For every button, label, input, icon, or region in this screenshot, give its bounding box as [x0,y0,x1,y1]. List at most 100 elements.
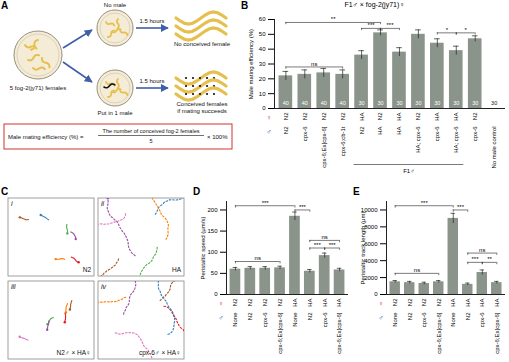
svg-text:N2: N2 [421,298,427,306]
svg-text:HA: HA [307,299,313,307]
svg-text:F1♂: F1♂ [403,168,415,174]
svg-text:N2: N2 [359,126,365,134]
svg-text:None: None [292,312,298,327]
svg-text:cpx-6: cpx-6 [262,312,268,327]
svg-text:N2: N2 [465,312,471,320]
svg-text:200: 200 [207,207,218,213]
svg-text:30: 30 [491,100,497,106]
svg-text:Male mating efficiency (%): Male mating efficiency (%) [248,29,254,99]
svg-text:**: ** [487,256,492,262]
svg-text:N2: N2 [247,312,253,320]
svg-text:♂: ♂ [266,128,271,135]
svg-text:HA: HA [479,299,485,307]
svg-text:1.5 hours: 1.5 hours [139,18,164,24]
svg-text:The number of conceived fog-2: The number of conceived fog-2 females [103,128,200,134]
svg-text:ii: ii [101,200,105,207]
svg-text:ns: ns [255,255,261,261]
svg-text:Male mating efficiency (%) =: Male mating efficiency (%) = [8,134,84,140]
svg-text:30: 30 [415,100,421,106]
svg-text:ns: ns [322,234,328,240]
svg-text:N2: N2 [277,298,283,306]
svg-text:1.5 hours: 1.5 hours [139,78,164,84]
svg-text:HA: HA [377,127,383,135]
svg-text:*: * [446,27,449,33]
svg-text:cpx-6;Ex[cpx-6]: cpx-6;Ex[cpx-6] [321,126,327,168]
svg-text:HA; cpx-6: HA; cpx-6 [415,126,421,153]
svg-text:N2: N2 [283,112,289,120]
svg-text:None: None [392,312,398,327]
svg-text:0: 0 [262,105,266,111]
svg-text:cpx-6;Ex[cpx-6]: cpx-6;Ex[cpx-6] [494,312,500,354]
svg-text:HA: HA [453,113,459,121]
svg-text:***: *** [262,200,270,206]
svg-text:Peristaltic track length (μm): Peristaltic track length (μm) [360,212,366,285]
svg-text:ns: ns [414,267,420,273]
svg-text:60: 60 [259,16,266,22]
svg-text:cpx-6: cpx-6 [421,312,427,327]
svg-text:HA: HA [292,299,298,307]
svg-text:6000: 6000 [364,241,378,247]
svg-text:Conceived females: Conceived females [176,101,227,107]
svg-text:N2: N2 [472,112,478,120]
svg-text:N2: N2 [321,112,327,120]
svg-text:HA: HA [434,113,440,121]
svg-text:5 fog-2(jy71) females: 5 fog-2(jy71) females [10,85,66,91]
svg-text:8000: 8000 [364,224,378,230]
svg-text:♂: ♂ [218,314,223,321]
svg-text:***: *** [386,22,394,28]
svg-text:N2: N2 [307,312,313,320]
svg-text:ns: ns [311,61,317,67]
svg-text:***: *** [457,204,465,210]
svg-text:4000: 4000 [364,258,378,264]
svg-text:N2: N2 [247,298,253,306]
svg-text:i: i [11,200,13,207]
svg-text:5: 5 [149,138,152,144]
svg-text:ns: ns [479,247,485,253]
svg-text:HA: HA [465,299,471,307]
svg-text:HA: HA [396,113,402,121]
svg-text:cpx-6: cpx-6 [302,126,308,141]
svg-text:iv: iv [101,283,107,290]
svg-text:N2: N2 [232,298,238,306]
svg-text:Put in 1 male: Put in 1 male [97,110,133,116]
svg-text:40: 40 [283,100,289,106]
svg-text:None: None [450,312,456,327]
svg-text:N2♂ × HA♀: N2♂ × HA♀ [57,349,92,356]
svg-text:***: *** [421,200,429,206]
svg-text:HA: HA [336,299,342,307]
svg-text:***: *** [314,242,322,248]
svg-text:cpx-6;Ex[cpx-6]: cpx-6;Ex[cpx-6] [336,312,342,354]
svg-text:N2: N2 [377,112,383,120]
svg-text:No male control: No male control [491,127,497,169]
svg-text:N2: N2 [340,112,346,120]
svg-text:cpx-6: cpx-6 [472,126,478,141]
svg-text:cpx-6: cpx-6 [322,312,328,327]
svg-text:40: 40 [340,100,346,106]
svg-text:cpx-6: cpx-6 [434,126,440,141]
svg-text:150: 150 [207,228,218,234]
svg-text:HA: HA [359,113,365,121]
svg-text:0: 0 [214,291,218,297]
svg-text:cpx-6;Ex[cpx-6]: cpx-6;Ex[cpx-6] [436,312,442,354]
svg-text:30: 30 [434,100,440,106]
svg-text:HA: HA [322,299,328,307]
svg-text:20: 20 [259,76,266,82]
svg-text:2000: 2000 [364,275,378,281]
svg-text:N2: N2 [415,112,421,120]
svg-text:♀: ♀ [266,114,271,121]
svg-text:cpx-6;Ex[cpx-6]: cpx-6;Ex[cpx-6] [277,312,283,354]
svg-text:***: *** [472,256,480,262]
svg-text:N2: N2 [392,298,398,306]
svg-text:30: 30 [396,100,402,106]
svg-text:HA: HA [172,266,182,273]
svg-text:N2: N2 [407,312,413,320]
svg-text:40: 40 [302,100,308,106]
svg-text:♀: ♀ [218,300,223,307]
svg-text:HA; cpx-6: HA; cpx-6 [453,126,459,153]
svg-text:cpx-6: cpx-6 [479,312,485,327]
svg-text:***: *** [299,204,307,210]
svg-text:No male: No male [104,2,127,8]
svg-text:30: 30 [472,100,478,106]
svg-text:N2: N2 [407,298,413,306]
svg-text:***: *** [329,242,337,248]
